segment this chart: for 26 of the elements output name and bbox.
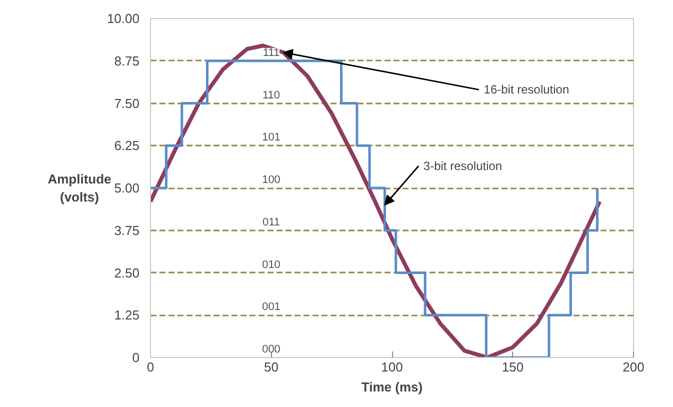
annotation: 001 [262,301,280,314]
annotation: 100 [262,174,280,186]
y-tick-label: 3.75 [114,222,140,238]
annotation: 011 [262,216,280,228]
x-tick-label: 0 [146,360,154,374]
annotation: 101 [262,132,280,144]
y-tick-label: 0 [132,350,140,365]
x-tick-label: 200 [622,360,644,374]
y-tick-label: 6.25 [114,138,140,154]
x-axis-title: Time (ms) [361,380,423,394]
annotation: 110 [262,89,280,102]
annotation: 16-bit resolution [484,82,570,97]
x-tick-label: 150 [502,360,524,374]
y-tick-label: 10.00 [106,11,140,26]
x-tick-label: 50 [264,360,278,374]
y-tick-label: 1.25 [114,308,140,323]
annotation: 111 [262,46,280,59]
y-tick-label: 5.00 [114,180,140,196]
y-tick-label: 8.75 [114,53,140,68]
x-tick-label: 100 [381,360,403,374]
annotation: 010 [262,258,280,271]
y-tick-label: 2.50 [114,265,140,280]
annotation: 3-bit resolution [423,158,502,173]
annotation: 000 [262,344,280,356]
y-tick-label: 7.50 [114,96,140,111]
y-axis-title: Amplitude (volts) [48,172,112,204]
